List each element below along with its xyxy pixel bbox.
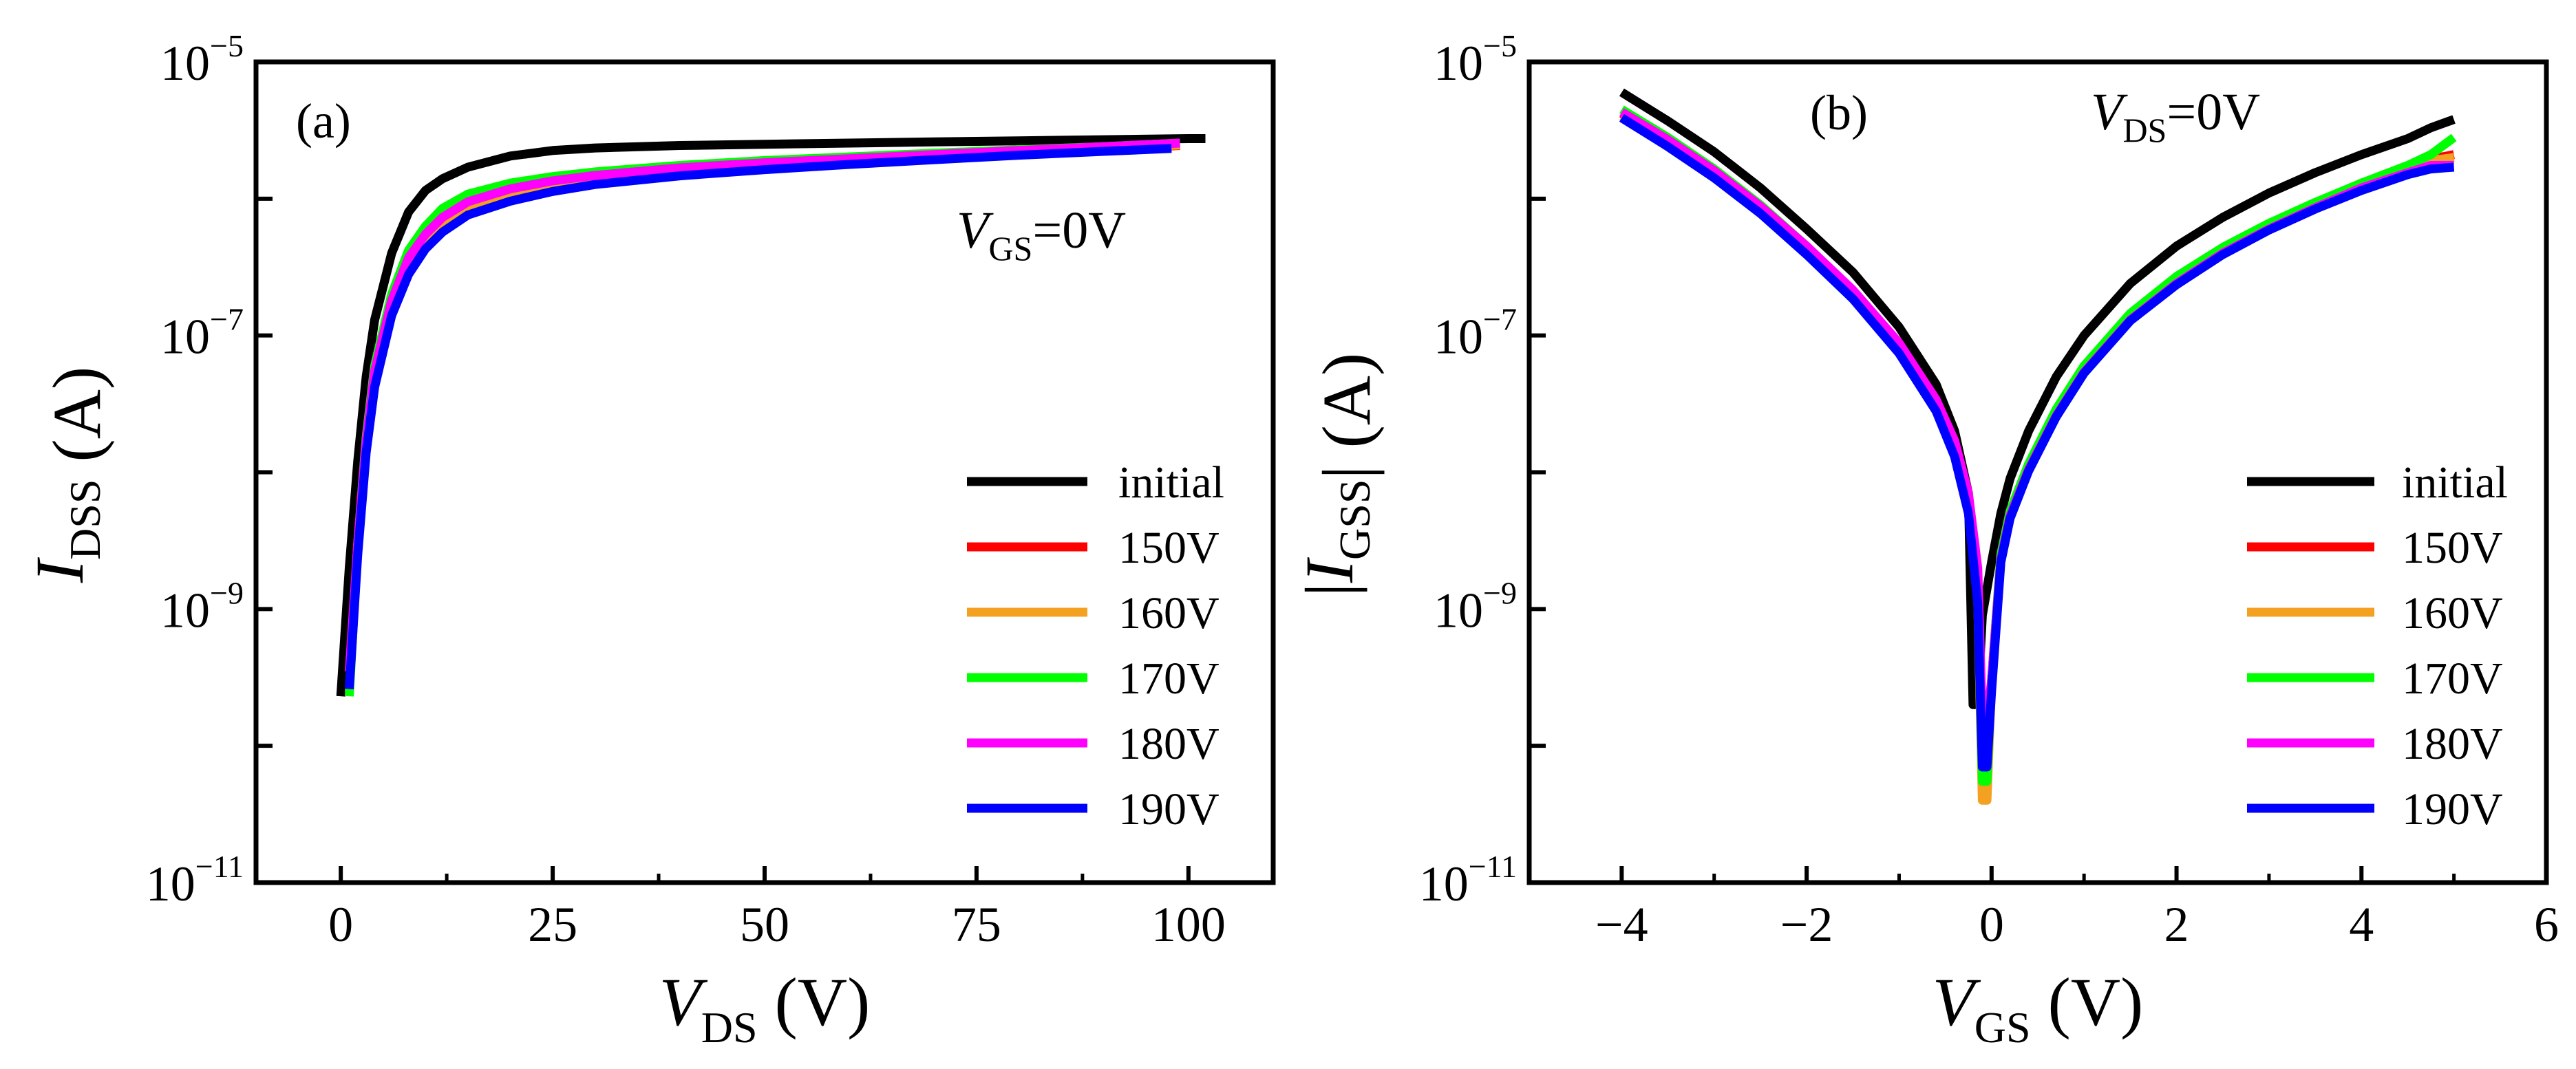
legend-label: 150V — [2402, 523, 2503, 573]
panel-a: 0 25 50 75 100 10−11 10−9 10−7 10−5 initial 150V 16… — [21, 28, 1276, 1052]
legend-label: 170V — [2402, 654, 2503, 704]
x-tick-label: −4 — [1595, 897, 1648, 952]
y-tick-label: 10−5 — [160, 28, 244, 91]
y-tick-label: 10−11 — [146, 849, 244, 911]
panel-label: (b) — [1810, 85, 1868, 140]
condition-label: VGS=0V — [957, 202, 1126, 268]
legend-label: 170V — [1118, 654, 1220, 704]
y-tick-label: 10−7 — [160, 302, 244, 365]
x-tick-label: 100 — [1151, 897, 1226, 952]
legend-label: initial — [2402, 457, 2508, 508]
legend-label: 180V — [1118, 719, 1220, 769]
x-tick-label: 4 — [2349, 897, 2374, 952]
legend-label: initial — [1118, 457, 1224, 508]
panel-label: (a) — [296, 94, 351, 149]
x-axis-label: VDS (V) — [659, 964, 871, 1052]
x-tick-label: 0 — [328, 897, 353, 952]
series-line-initial — [336, 134, 1206, 697]
y-tick-label: 10−5 — [1434, 28, 1517, 91]
condition-label: VDS=0V — [2091, 83, 2260, 149]
legend-label: 180V — [2402, 719, 2503, 769]
x-tick-label: 2 — [2164, 897, 2189, 952]
x-tick-label: 50 — [740, 897, 789, 952]
y-axis-label: IDSS (A) — [21, 367, 115, 584]
legend-label: 190V — [2402, 784, 2503, 834]
legend: initial 150V 160V 170V 180V 190V — [967, 457, 1224, 834]
x-tick-label: 0 — [1979, 897, 2004, 952]
y-axis-label: |IGSS| (A) — [1291, 353, 1385, 597]
plot-frame — [1526, 59, 2549, 885]
legend-label: 160V — [1118, 588, 1220, 638]
legend-label: 150V — [1118, 523, 1220, 573]
x-tick-label: 6 — [2534, 897, 2559, 952]
y-tick-label: 10−7 — [1434, 302, 1517, 365]
x-tick-label: 25 — [528, 897, 577, 952]
legend-label: 190V — [1118, 784, 1220, 834]
legend: initial 150V 160V 170V 180V 190V — [2247, 457, 2508, 834]
series-line-initial — [1619, 88, 2456, 709]
y-tick-label: 10−9 — [1434, 575, 1517, 638]
series-line-190v — [1619, 114, 2455, 772]
y-tick-label: 10−11 — [1419, 849, 1517, 911]
panel-b: −4 −2 0 2 4 6 10−11 10−9 10−7 10−5 initial 150V 160V… — [1291, 28, 2559, 1052]
legend-label: 160V — [2402, 588, 2503, 638]
x-axis-label: VGS (V) — [1933, 964, 2144, 1052]
y-tick-label: 10−9 — [160, 575, 244, 638]
series-line-190v — [345, 144, 1172, 690]
x-tick-label: 75 — [952, 897, 1001, 952]
x-tick-label: −2 — [1780, 897, 1833, 952]
